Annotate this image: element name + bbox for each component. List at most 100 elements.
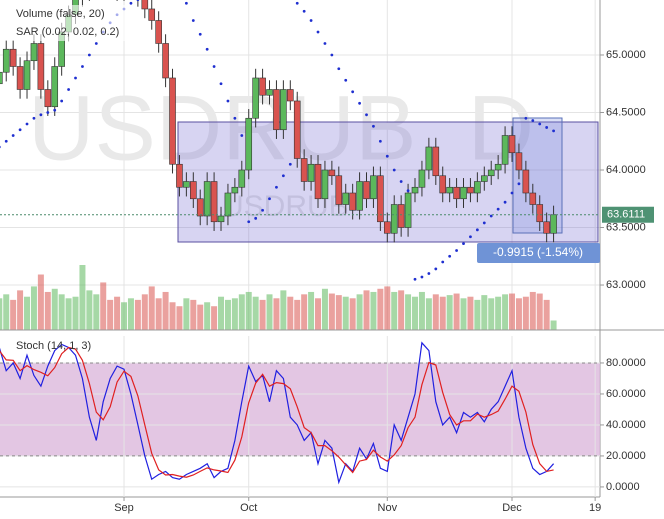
- sar-dot: [53, 108, 57, 112]
- sar-dot: [372, 124, 375, 128]
- sar-dot: [32, 116, 36, 120]
- sar-dot: [281, 174, 285, 178]
- candle-body: [377, 175, 384, 223]
- sar-label: SAR (0.02, 0.02, 0.2): [16, 26, 119, 38]
- sar-dot: [212, 65, 216, 68]
- x-tick-label: Dec: [502, 502, 522, 514]
- sar-dot: [247, 220, 251, 224]
- volume-bar: [114, 296, 121, 330]
- sar-dot: [11, 134, 15, 137]
- candle-body: [259, 77, 266, 96]
- volume-bar: [398, 290, 405, 330]
- sar-dot: [219, 82, 223, 86]
- volume-bar: [148, 286, 155, 330]
- candle-body: [231, 186, 239, 194]
- volume-bar: [224, 299, 231, 330]
- candle-body: [404, 192, 412, 228]
- sar-dot: [475, 228, 479, 232]
- sar-dot: [254, 216, 258, 220]
- candle-body: [16, 66, 24, 90]
- candle-body: [9, 48, 17, 67]
- candle-body: [321, 169, 329, 200]
- volume-bar: [197, 304, 204, 330]
- change-label: -0.9915 (-1.54%): [493, 245, 583, 259]
- sar-dot: [309, 19, 313, 22]
- sar-dot: [316, 30, 320, 34]
- volume-bar: [328, 293, 335, 330]
- candle-body: [411, 186, 419, 194]
- sar-dot: [517, 182, 521, 186]
- candle-body: [349, 192, 356, 211]
- volume-bar: [100, 282, 107, 330]
- volume-bar: [252, 296, 259, 330]
- sar-dot: [448, 254, 452, 258]
- sar-dot: [136, 0, 140, 2]
- sar-dot: [295, 1, 299, 5]
- candle-body: [44, 89, 52, 108]
- candle-body: [397, 204, 405, 228]
- volume-bar: [536, 293, 543, 330]
- volume-bar: [190, 299, 197, 330]
- sar-dot: [184, 1, 188, 5]
- volume-bar: [363, 290, 370, 330]
- sar-dot: [392, 168, 396, 172]
- volume-bar: [280, 290, 287, 330]
- candle-body: [480, 175, 488, 182]
- sar-dot: [198, 32, 202, 36]
- sar-dot: [496, 207, 500, 211]
- candle-body: [51, 66, 59, 108]
- volume-bar: [65, 298, 72, 330]
- volume-bar: [384, 286, 391, 330]
- sar-dot: [191, 19, 195, 22]
- x-tick-label: Nov: [378, 502, 398, 514]
- volume-bar: [231, 298, 238, 330]
- sar-dot: [358, 101, 361, 105]
- y-tick-label: 80.0000: [606, 357, 646, 369]
- volume-bar: [308, 291, 315, 330]
- volume-bar: [24, 296, 31, 330]
- sar-dot: [441, 260, 445, 264]
- candle-body: [217, 215, 225, 223]
- candle-body: [439, 175, 447, 194]
- sar-dot: [94, 42, 98, 45]
- last-price-label: 63.6111: [607, 209, 645, 221]
- volume-bar: [294, 299, 301, 330]
- volume-bar: [287, 296, 294, 330]
- volume-bar: [474, 299, 481, 330]
- sar-dot: [482, 221, 486, 225]
- sar-dot: [524, 116, 528, 120]
- volume-bar: [522, 296, 529, 330]
- x-tick-label: Oct: [240, 502, 257, 514]
- candle-body: [238, 169, 246, 188]
- candle-body: [162, 43, 169, 79]
- candle-body: [508, 135, 516, 154]
- candle-body: [363, 181, 370, 200]
- volume-bar: [162, 291, 169, 330]
- volume-bar: [370, 291, 377, 330]
- volume-bar: [183, 298, 190, 330]
- candle-body: [37, 43, 45, 90]
- sar-dot: [489, 214, 493, 218]
- y-tick-label: 64.0000: [606, 164, 646, 176]
- candle-body: [529, 192, 537, 205]
- sar-dot: [0, 145, 1, 149]
- sar-dot: [60, 99, 64, 103]
- sar-dot: [503, 200, 507, 204]
- sar-dot: [406, 189, 410, 193]
- sar-dot: [240, 134, 244, 137]
- candle-body: [155, 20, 162, 44]
- sar-dot: [4, 139, 8, 143]
- sar-dot: [337, 67, 341, 71]
- volume-bar: [432, 294, 439, 330]
- candle-body: [252, 77, 259, 119]
- candle-body: [169, 77, 176, 165]
- candle-body: [356, 181, 363, 211]
- volume-bar: [481, 295, 488, 330]
- candle-body: [383, 221, 391, 234]
- y-tick-label: 65.0000: [606, 49, 646, 61]
- sar-dot: [365, 113, 368, 117]
- volume-bar: [0, 298, 3, 330]
- change-badge: [477, 243, 600, 263]
- volume-bar: [72, 296, 79, 330]
- volume-bar: [315, 298, 322, 330]
